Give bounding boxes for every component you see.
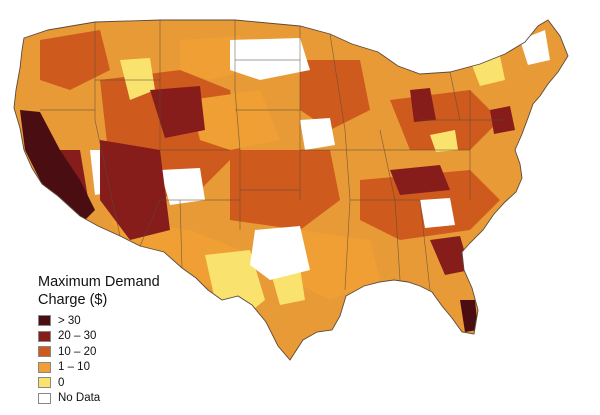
legend-item: No Data [38,391,160,407]
legend-title-line2: Charge ($) [38,292,108,308]
legend-label: 1 – 10 [58,361,90,374]
legend-label: > 30 [58,314,81,327]
legend-swatch [38,361,51,373]
legend-label: 10 – 20 [58,345,97,358]
legend-item: 10 – 20 [38,344,160,360]
state-borders [40,20,505,291]
legend: Maximum Demand Charge ($) > 30 20 – 30 1… [38,273,160,406]
legend-item: 1 – 10 [38,360,160,376]
legend-item: 0 [38,375,160,391]
legend-title-line1: Maximum Demand [38,274,160,290]
legend-swatch [38,315,51,327]
legend-item: 20 – 30 [38,329,160,345]
legend-item: > 30 [38,313,160,329]
legend-swatch [38,330,51,342]
legend-swatch [38,377,51,389]
legend-swatch [38,392,51,404]
legend-title: Maximum Demand Charge ($) [38,273,160,309]
legend-label: 0 [58,376,65,389]
legend-label: No Data [58,392,101,405]
legend-label: 20 – 30 [58,330,97,343]
legend-swatch [38,346,51,358]
